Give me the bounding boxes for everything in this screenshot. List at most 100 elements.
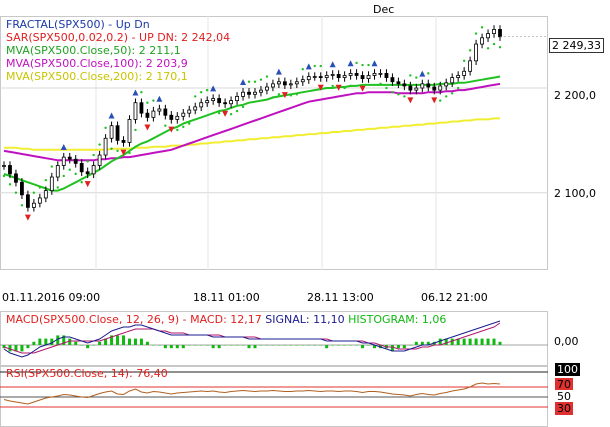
- macd-hist-bar-62: [373, 345, 377, 349]
- macd-hist-bar-45: [271, 345, 275, 346]
- sar-dot-81: [486, 47, 490, 50]
- macd-signal: SIGNAL: 11,10: [265, 313, 345, 326]
- candle-body-55: [330, 74, 335, 76]
- rsi-ytick-70: 70: [555, 378, 573, 391]
- macd-hist-bar-81: [486, 338, 490, 345]
- candle-body-39: [235, 96, 239, 102]
- up-fractal-70: [419, 70, 426, 77]
- sar-dot-58: [349, 84, 352, 88]
- macd-hist-bar-50: [301, 345, 305, 346]
- macd-hist-bar-31: [187, 345, 191, 346]
- sar-dot-53: [319, 64, 322, 68]
- candle-body-22: [133, 102, 138, 120]
- macd-hist-bar-26: [157, 345, 161, 346]
- dn-fractal-47: [281, 92, 288, 99]
- candle-body-83: [498, 29, 502, 38]
- xtick-2: 28.11 13:00: [307, 291, 374, 304]
- candle-body-3: [20, 181, 24, 196]
- sar-dot-36: [217, 111, 221, 115]
- candle-body-53: [318, 76, 323, 78]
- sar-dot-59: [355, 61, 358, 65]
- candle-body-20: [121, 139, 126, 143]
- sar-dot-45: [271, 96, 275, 99]
- macd-hist-bar-57: [343, 345, 347, 346]
- macd-hist-bar-17: [104, 338, 108, 345]
- sar-dot-22: [134, 128, 137, 132]
- macd-hist-bar-67: [402, 345, 406, 349]
- candle-body-41: [247, 91, 251, 95]
- macd-hist-bar-49: [295, 345, 299, 346]
- macd-hist-bar-34: [205, 345, 209, 346]
- sar-dot-44: [265, 75, 269, 78]
- dn-fractal-60: [359, 85, 366, 92]
- sar-dot-55: [331, 84, 334, 88]
- candle-body-46: [276, 81, 281, 85]
- ma200-line: [4, 117, 500, 151]
- dn-fractal-14: [84, 181, 91, 188]
- candle-body-21: [127, 119, 132, 143]
- sar-dot-83: [498, 46, 502, 49]
- sar-dot-1: [8, 183, 12, 186]
- sar-dot-34: [205, 88, 209, 92]
- macd-hist-bar-24: [145, 341, 149, 345]
- macd-hist-bar-47: [283, 345, 287, 346]
- legend-sar: SAR(SPX500,0.02,0.2) - UP DN: 2 242,04: [6, 31, 231, 44]
- candle-body-8: [49, 176, 54, 192]
- macd-legend: MACD(SPX500.Close, 12, 26, 9) - MACD: 12…: [6, 313, 446, 326]
- signal-line: [3, 322, 501, 354]
- macd-hist-bar-36: [217, 345, 221, 349]
- sar-dot-69: [415, 76, 418, 79]
- price-ytick-2100: 2 100,0: [554, 187, 596, 200]
- price-legend: FRACTAL(SPX500) - Up Dn SAR(SPX500,0.02,…: [6, 18, 230, 83]
- macd-hist-bar-10: [62, 335, 66, 345]
- macd-hist-bar-6: [38, 338, 42, 345]
- macd-hist-bar-13: [80, 345, 84, 346]
- macd-hist-bar-14: [86, 345, 90, 349]
- sar-dot-80: [480, 26, 484, 29]
- sar-dot-18: [110, 147, 113, 150]
- candle-body-29: [175, 115, 180, 120]
- sar-dot-33: [200, 91, 203, 94]
- candle-body-26: [157, 108, 162, 112]
- candle-body-73: [438, 85, 443, 91]
- candle-body-54: [324, 75, 329, 78]
- macd-hist-bar-30: [181, 345, 185, 349]
- dn-fractal-28: [168, 126, 175, 133]
- candle-body-31: [187, 109, 192, 114]
- macd-hist-bar-77: [462, 338, 466, 345]
- candle-body-38: [229, 100, 233, 105]
- macd-hist-bar-41: [247, 345, 251, 349]
- macd-hist-bar-65: [390, 345, 394, 352]
- macd-hist-bar-60: [361, 345, 365, 349]
- candle-body-78: [468, 60, 473, 72]
- sar-dot-50: [301, 68, 304, 71]
- macd-histogram: HISTOGRAM: 1,06: [348, 313, 447, 326]
- candle-body-48: [288, 83, 293, 86]
- macd-hist-bar-29: [175, 345, 179, 349]
- sar-dot-13: [80, 181, 83, 184]
- sar-dot-29: [176, 128, 179, 132]
- candle-body-52: [312, 76, 317, 78]
- sar-dot-17: [104, 126, 107, 130]
- sar-dot-31: [188, 122, 191, 125]
- sar-dot-57: [343, 86, 346, 90]
- dn-fractal-20: [120, 149, 127, 156]
- candle-body-0: [2, 165, 6, 167]
- sar-dot-27: [164, 124, 167, 127]
- xtick-3: 06.12 21:00: [421, 291, 488, 304]
- up-fractal-40: [240, 79, 247, 86]
- sar-dot-19: [116, 149, 119, 153]
- sar-dot-21: [128, 151, 131, 155]
- macd-value: MACD: 12,17: [190, 313, 262, 326]
- price-pane[interactable]: [0, 16, 548, 270]
- sar-dot-15: [92, 153, 95, 157]
- candle-body-16: [97, 154, 102, 166]
- macd-plot: [0, 320, 548, 358]
- legend-ma100: MVA(SPX500.Close,100): 2 203,9: [6, 57, 188, 70]
- candle-body-74: [444, 82, 449, 87]
- sar-dot-78: [468, 49, 472, 52]
- sar-dot-63: [379, 82, 382, 86]
- candle-body-71: [426, 83, 431, 88]
- sar-dot-75: [450, 92, 454, 95]
- macd-hist-bar-46: [277, 345, 281, 346]
